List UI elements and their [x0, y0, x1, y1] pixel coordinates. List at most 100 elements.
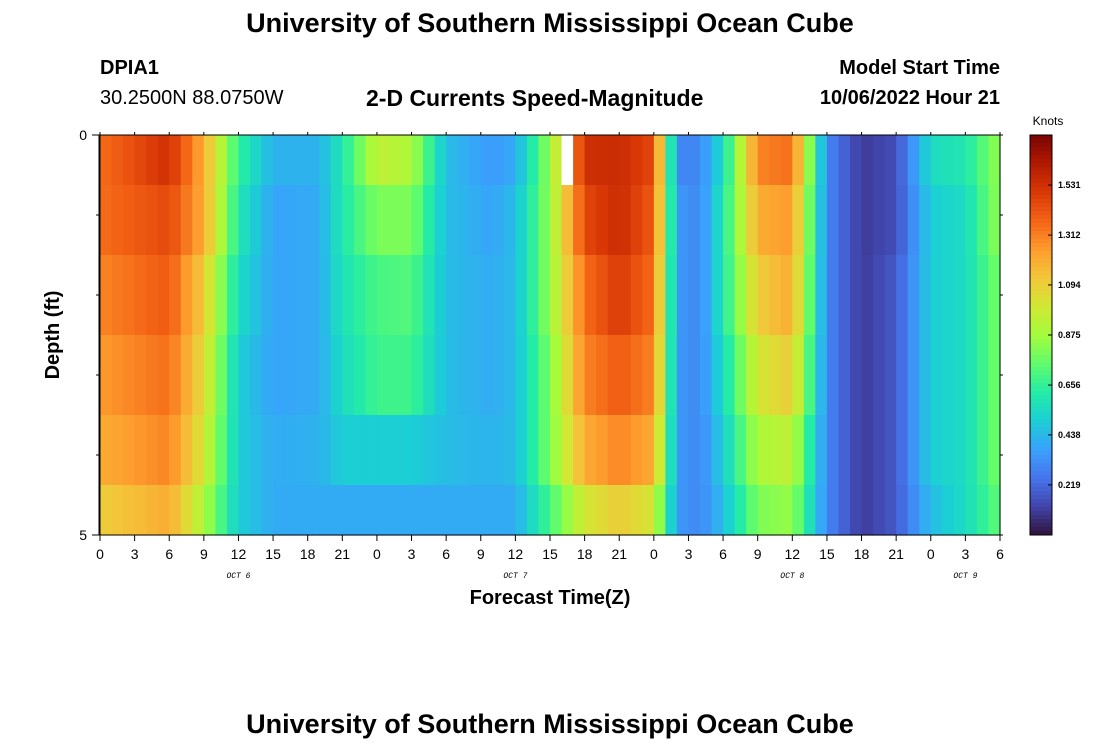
colorbar-segment	[1030, 487, 1052, 492]
heatmap-cell	[861, 335, 874, 416]
heatmap-cell	[434, 255, 447, 336]
heatmap-cell	[457, 415, 470, 486]
colorbar-segment	[1030, 479, 1052, 484]
heatmap-cell	[526, 255, 540, 336]
colorbar-tick-label: 1.312	[1058, 230, 1081, 240]
heatmap-cell	[573, 185, 586, 256]
heatmap-cell	[873, 415, 886, 486]
heatmap-cell	[642, 185, 655, 256]
heatmap-cell	[376, 185, 390, 256]
colorbar-segment	[1030, 211, 1052, 216]
heatmap-cell	[111, 415, 124, 486]
heatmap-cell	[492, 335, 505, 416]
heatmap-cell	[284, 415, 297, 486]
heatmap-cell	[296, 135, 309, 186]
heatmap-cell	[734, 335, 747, 416]
heatmap-cell	[780, 485, 793, 536]
heatmap-cell	[896, 485, 909, 536]
heatmap-cell	[273, 255, 286, 336]
heatmap-cell	[861, 185, 874, 256]
heatmap-cell	[434, 335, 447, 416]
colorbar-segment	[1030, 351, 1052, 356]
heatmap-cell	[988, 485, 1001, 536]
heatmap-cell	[515, 415, 528, 486]
heatmap-cell	[803, 335, 816, 416]
colorbar-segment	[1030, 531, 1052, 536]
heatmap-cell	[550, 335, 563, 416]
heatmap-cell	[146, 335, 159, 416]
heatmap-cell	[630, 255, 643, 336]
heatmap-cell	[561, 185, 574, 256]
heatmap-cell	[215, 335, 228, 416]
heatmap-cell	[526, 335, 540, 416]
x-tick-label: 9	[477, 546, 485, 562]
heatmap-cell	[965, 185, 978, 256]
colorbar-segment	[1030, 523, 1052, 528]
heatmap-cell	[261, 485, 274, 536]
heatmap-cell	[942, 135, 955, 186]
heatmap-cell	[907, 335, 920, 416]
heatmap-cell	[273, 335, 286, 416]
heatmap-cell	[896, 255, 909, 336]
colorbar-segment	[1030, 327, 1052, 332]
heatmap-cell	[838, 185, 851, 256]
heatmap-cell	[711, 135, 724, 186]
heatmap-cell	[134, 255, 147, 336]
heatmap-cell	[388, 255, 401, 336]
heatmap-cell	[688, 185, 701, 256]
heatmap-cell	[861, 135, 874, 186]
x-date-label: OCT 9	[953, 572, 977, 581]
heatmap-cell	[919, 135, 932, 186]
colorbar-segment	[1030, 271, 1052, 276]
heatmap-cell	[284, 185, 297, 256]
heatmap-cell	[192, 185, 205, 256]
x-tick-label: 15	[542, 546, 558, 562]
colorbar-segment	[1030, 319, 1052, 324]
heatmap-cell	[653, 185, 666, 256]
x-tick-label: 18	[300, 546, 316, 562]
heatmap-cell	[446, 335, 459, 416]
heatmap-cell	[388, 485, 401, 536]
colorbar-segment	[1030, 411, 1052, 416]
colorbar-tick-label: 1.094	[1058, 280, 1081, 290]
heatmap-cell	[492, 135, 505, 186]
colorbar-segment	[1030, 467, 1052, 472]
colorbar-segment	[1030, 179, 1052, 184]
heatmap-cell	[850, 415, 863, 486]
heatmap-cell	[376, 335, 390, 416]
colorbar-segment	[1030, 167, 1052, 172]
heatmap-cell	[169, 255, 182, 336]
heatmap-cell	[261, 415, 274, 486]
heatmap-cell	[353, 185, 366, 256]
heatmap-cell	[457, 255, 470, 336]
heatmap-cell	[919, 485, 932, 536]
x-tick-label: 0	[927, 546, 935, 562]
heatmap-cell	[757, 135, 770, 186]
heatmap-cell	[988, 135, 1001, 186]
heatmap-cell	[411, 255, 424, 336]
heatmap-cell	[376, 135, 390, 186]
heatmap-cell	[965, 255, 978, 336]
heatmap-cell	[676, 185, 690, 256]
heatmap-cell	[503, 415, 516, 486]
heatmap-cell	[815, 335, 828, 416]
heatmap-cell	[192, 335, 205, 416]
colorbar-segment	[1030, 183, 1052, 188]
heatmap-cell	[469, 485, 482, 536]
x-tick-label: 3	[685, 546, 693, 562]
heatmap-cell	[942, 415, 955, 486]
heatmap-cell	[111, 485, 124, 536]
colorbar-tick-label: 0.219	[1058, 480, 1081, 490]
x-tick-label: 0	[96, 546, 104, 562]
heatmap-cell	[319, 255, 332, 336]
heatmap-cell	[619, 415, 632, 486]
heatmap-cell	[619, 185, 632, 256]
heatmap-cell	[861, 485, 874, 536]
x-date-label: OCT 8	[780, 572, 804, 581]
heatmap-cell	[584, 415, 597, 486]
heatmap-cell	[596, 415, 609, 486]
heatmap-cell	[584, 485, 597, 536]
heatmap-cell	[376, 415, 390, 486]
heatmap-cell	[123, 255, 136, 336]
x-tick-label: 18	[577, 546, 593, 562]
